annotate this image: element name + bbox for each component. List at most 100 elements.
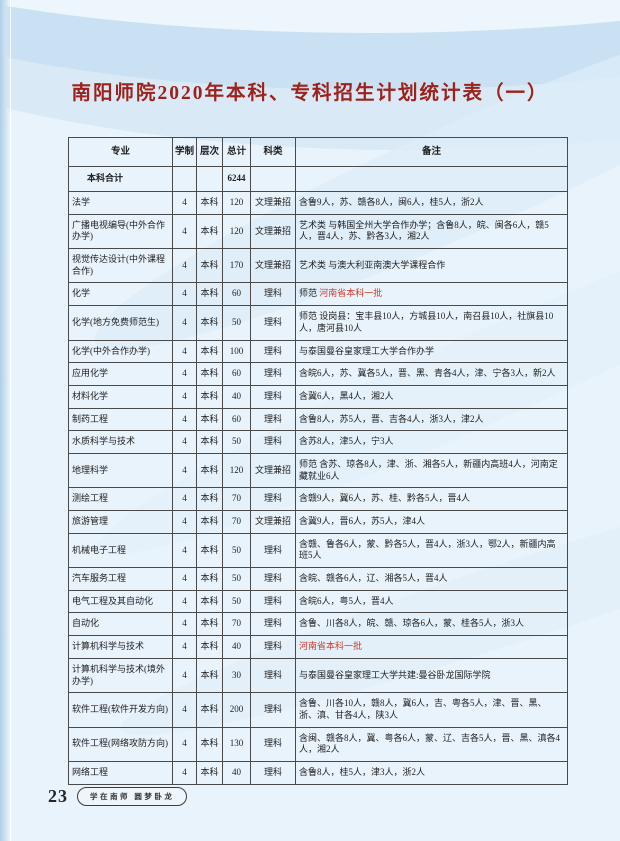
cell-total: 50	[222, 532, 251, 569]
cell-duration: 4	[172, 282, 197, 307]
cell-level: 本科	[196, 339, 223, 364]
cell-level: 本科	[196, 635, 223, 659]
remark-text: 师范 设岗县：宝丰县10人，方城县10人，南召县10人，社旗县10人，唐河县10…	[299, 311, 554, 333]
cell-duration: 4	[172, 726, 197, 762]
cell-remark: 含鲁8人，桂5人，津3人，浙2人	[295, 760, 568, 785]
remark-text: 含闽、赣各8人，冀、粤各6人，蒙、辽、吉各5人，晋、黑、滇各4人，湘2人	[299, 732, 561, 755]
remark-text: 含赣9人，冀6人，苏、桂、黔各5人，晋4人	[299, 493, 471, 504]
remark-text: 含鲁、川各10人，赣8人，冀6人，吉、粤各5人，津、晋、黑、浙、滇、甘各4人，陕…	[299, 698, 547, 720]
table-row: 计算机科学与技术 4 本科 40 理科 河南省本科一批	[68, 635, 568, 659]
cell-remark: 含闽、赣各8人，冀、粤各6人，蒙、辽、吉各5人，晋、黑、滇各4人，湘2人	[295, 726, 568, 762]
cell-category: 理科	[250, 339, 296, 364]
cell-category: 文理兼招	[250, 191, 296, 215]
cell-major: 汽车服务工程	[68, 567, 173, 591]
cell-total: 130	[222, 726, 251, 762]
page-left-edge-line	[10, 0, 11, 841]
cell-category: 理科	[250, 305, 296, 341]
cell-remark: 与泰国曼谷皇家理工大学共建:曼谷卧龙国际学院	[295, 657, 568, 694]
cell-major: 测绘工程	[68, 487, 173, 512]
background-wave	[0, 0, 620, 33]
table-row: 机械电子工程 4 本科 50 理科 含赣、鲁各6人，蒙、黔各5人，晋4人，浙3人，鄂2人，…	[68, 532, 568, 569]
cell-category: 文理兼招	[250, 213, 296, 250]
cell-category: 理科	[250, 487, 296, 512]
cell-major: 材料化学	[68, 384, 173, 409]
table-row: 应用化学 4 本科 60 理科 含皖6人，苏、冀各5人，晋、黑、青各4人，津、宁各3人，新…	[68, 362, 568, 386]
cell-remark: 含鲁8人，苏5人，晋、吉各4人，浙3人，津2人	[295, 407, 568, 432]
cell-duration: 4	[172, 567, 197, 591]
cell-category: 理科	[250, 589, 296, 614]
cell-remark: 师范 设岗县：宝丰县10人，方城县10人，南召县10人，社旗县10人，唐河县10…	[295, 305, 568, 341]
cell-major: 制药工程	[68, 407, 173, 432]
cell-total: 6244	[222, 166, 251, 193]
cell-total: 40	[222, 384, 251, 409]
cell-category: 理科	[250, 384, 296, 409]
remark-text: 含皖、赣各6人，辽、湘各5人，晋4人	[299, 573, 448, 584]
cell-major: 计算机科学与技术(境外办学)	[68, 657, 173, 694]
cell-remark: 含苏8人，津5人，宁3人	[295, 430, 568, 454]
cell-major: 自动化	[68, 612, 173, 637]
cell-major: 应用化学	[68, 362, 173, 386]
remark-text: 含苏8人，津5人，宁3人	[299, 436, 394, 447]
cell-level: 本科	[196, 510, 223, 534]
cell-major: 法学	[68, 191, 173, 215]
cell-major: 计算机科学与技术	[68, 635, 173, 659]
table-row: 计算机科学与技术(境外办学) 4 本科 30 理科 与泰国曼谷皇家理工大学共建:曼谷卧龙国…	[68, 657, 568, 694]
cell-total: 120	[222, 191, 251, 215]
remark-text: 含鲁、川各8人，皖、赣、琼各6人，蒙、桂各5人，浙3人	[299, 618, 525, 629]
table-row: 材料化学 4 本科 40 理科 含冀6人，黑4人，湘2人	[68, 384, 568, 409]
cell-duration: 4	[172, 692, 197, 728]
cell-remark: 含鲁、川各8人，皖、赣、琼各6人，蒙、桂各5人，浙3人	[295, 612, 568, 637]
table-row: 化学(中外合作办学) 4 本科 100 理科 与泰国曼谷皇家理工大学合作办学	[68, 339, 568, 364]
cell-major: 本科合计	[68, 166, 173, 193]
cell-total: 100	[222, 339, 251, 364]
page-title: 南阳师院2020年本科、专科招生计划统计表（一）	[71, 83, 549, 104]
cell-category: 文理兼招	[250, 510, 296, 534]
remark-text: 师范	[299, 288, 320, 299]
cell-duration: 4	[172, 384, 197, 409]
table-row: 汽车服务工程 4 本科 50 理科 含皖、赣各6人，辽、湘各5人，晋4人	[68, 567, 568, 591]
cell-category: 理科	[250, 612, 296, 637]
cell-level: 本科	[196, 248, 223, 284]
cell-total: 50	[222, 305, 251, 341]
cell-total: 70	[222, 612, 251, 637]
cell-duration: 4	[172, 589, 197, 614]
cell-major: 软件工程(网络攻防方向)	[68, 726, 173, 762]
cell-duration: 4	[172, 430, 197, 454]
table-row: 软件工程(网络攻防方向) 4 本科 130 理科 含闽、赣各8人，冀、粤各6人，蒙、辽、吉…	[68, 726, 568, 762]
table-header-row: 专业 学制 层次 总计 科类 备注	[68, 136, 568, 168]
column-header-duration: 学制	[172, 136, 197, 168]
page-number: 23	[48, 786, 68, 806]
background-wave	[0, 0, 620, 150]
cell-category: 理科	[250, 726, 296, 762]
cell-total: 50	[222, 589, 251, 614]
cell-major: 软件工程(软件开发方向)	[68, 692, 173, 728]
cell-remark: 河南省本科一批	[295, 635, 568, 659]
remark-text: 含鲁9人，苏、赣各8人，闽6人，桂5人，浙2人	[299, 197, 484, 208]
cell-category	[250, 166, 296, 193]
cell-duration: 4	[172, 452, 197, 489]
cell-level: 本科	[196, 191, 223, 215]
cell-duration: 4	[172, 305, 197, 341]
remark-text: 含冀6人，黑4人，湘2人	[299, 390, 394, 401]
cell-major: 广播电视编导(中外合作办学)	[68, 213, 173, 250]
remark-text: 师范 含苏、琼各8人，津、浙、湘各5人，新疆内高班4人，河南定藏就业6人	[299, 458, 558, 481]
cell-level: 本科	[196, 589, 223, 614]
summary-row: 本科合计 6244	[68, 166, 568, 193]
table-row: 法学 4 本科 120 文理兼招 含鲁9人，苏、赣各8人，闽6人，桂5人，浙2人	[68, 191, 568, 215]
remark-text: 含赣、鲁各6人，蒙、黔各5人，晋4人，浙3人，鄂2人，新疆内高班5人	[299, 538, 556, 561]
cell-total: 70	[222, 487, 251, 512]
table-row: 电气工程及其自动化 4 本科 50 理科 含皖6人，粤5人，晋4人	[68, 589, 568, 614]
cell-category: 理科	[250, 657, 296, 694]
cell-remark: 艺术类 与澳大利亚南澳大学课程合作	[295, 248, 568, 284]
column-header-remark: 备注	[295, 136, 568, 168]
remark-text: 与泰国曼谷皇家理工大学合作办学	[299, 345, 435, 356]
cell-category: 理科	[250, 407, 296, 432]
cell-duration: 4	[172, 339, 197, 364]
remark-text: 与泰国曼谷皇家理工大学共建:曼谷卧龙国际学院	[299, 669, 491, 680]
table-row: 旅游管理 4 本科 70 文理兼招 含冀9人，晋6人，苏5人，津4人	[68, 510, 568, 534]
cell-level: 本科	[196, 692, 223, 728]
cell-level: 本科	[196, 362, 223, 386]
remark-highlight-text: 河南省本科一批	[299, 641, 363, 652]
table-row: 水质科学与技术 4 本科 50 理科 含苏8人，津5人，宁3人	[68, 430, 568, 454]
column-header-major: 专业	[68, 136, 173, 168]
